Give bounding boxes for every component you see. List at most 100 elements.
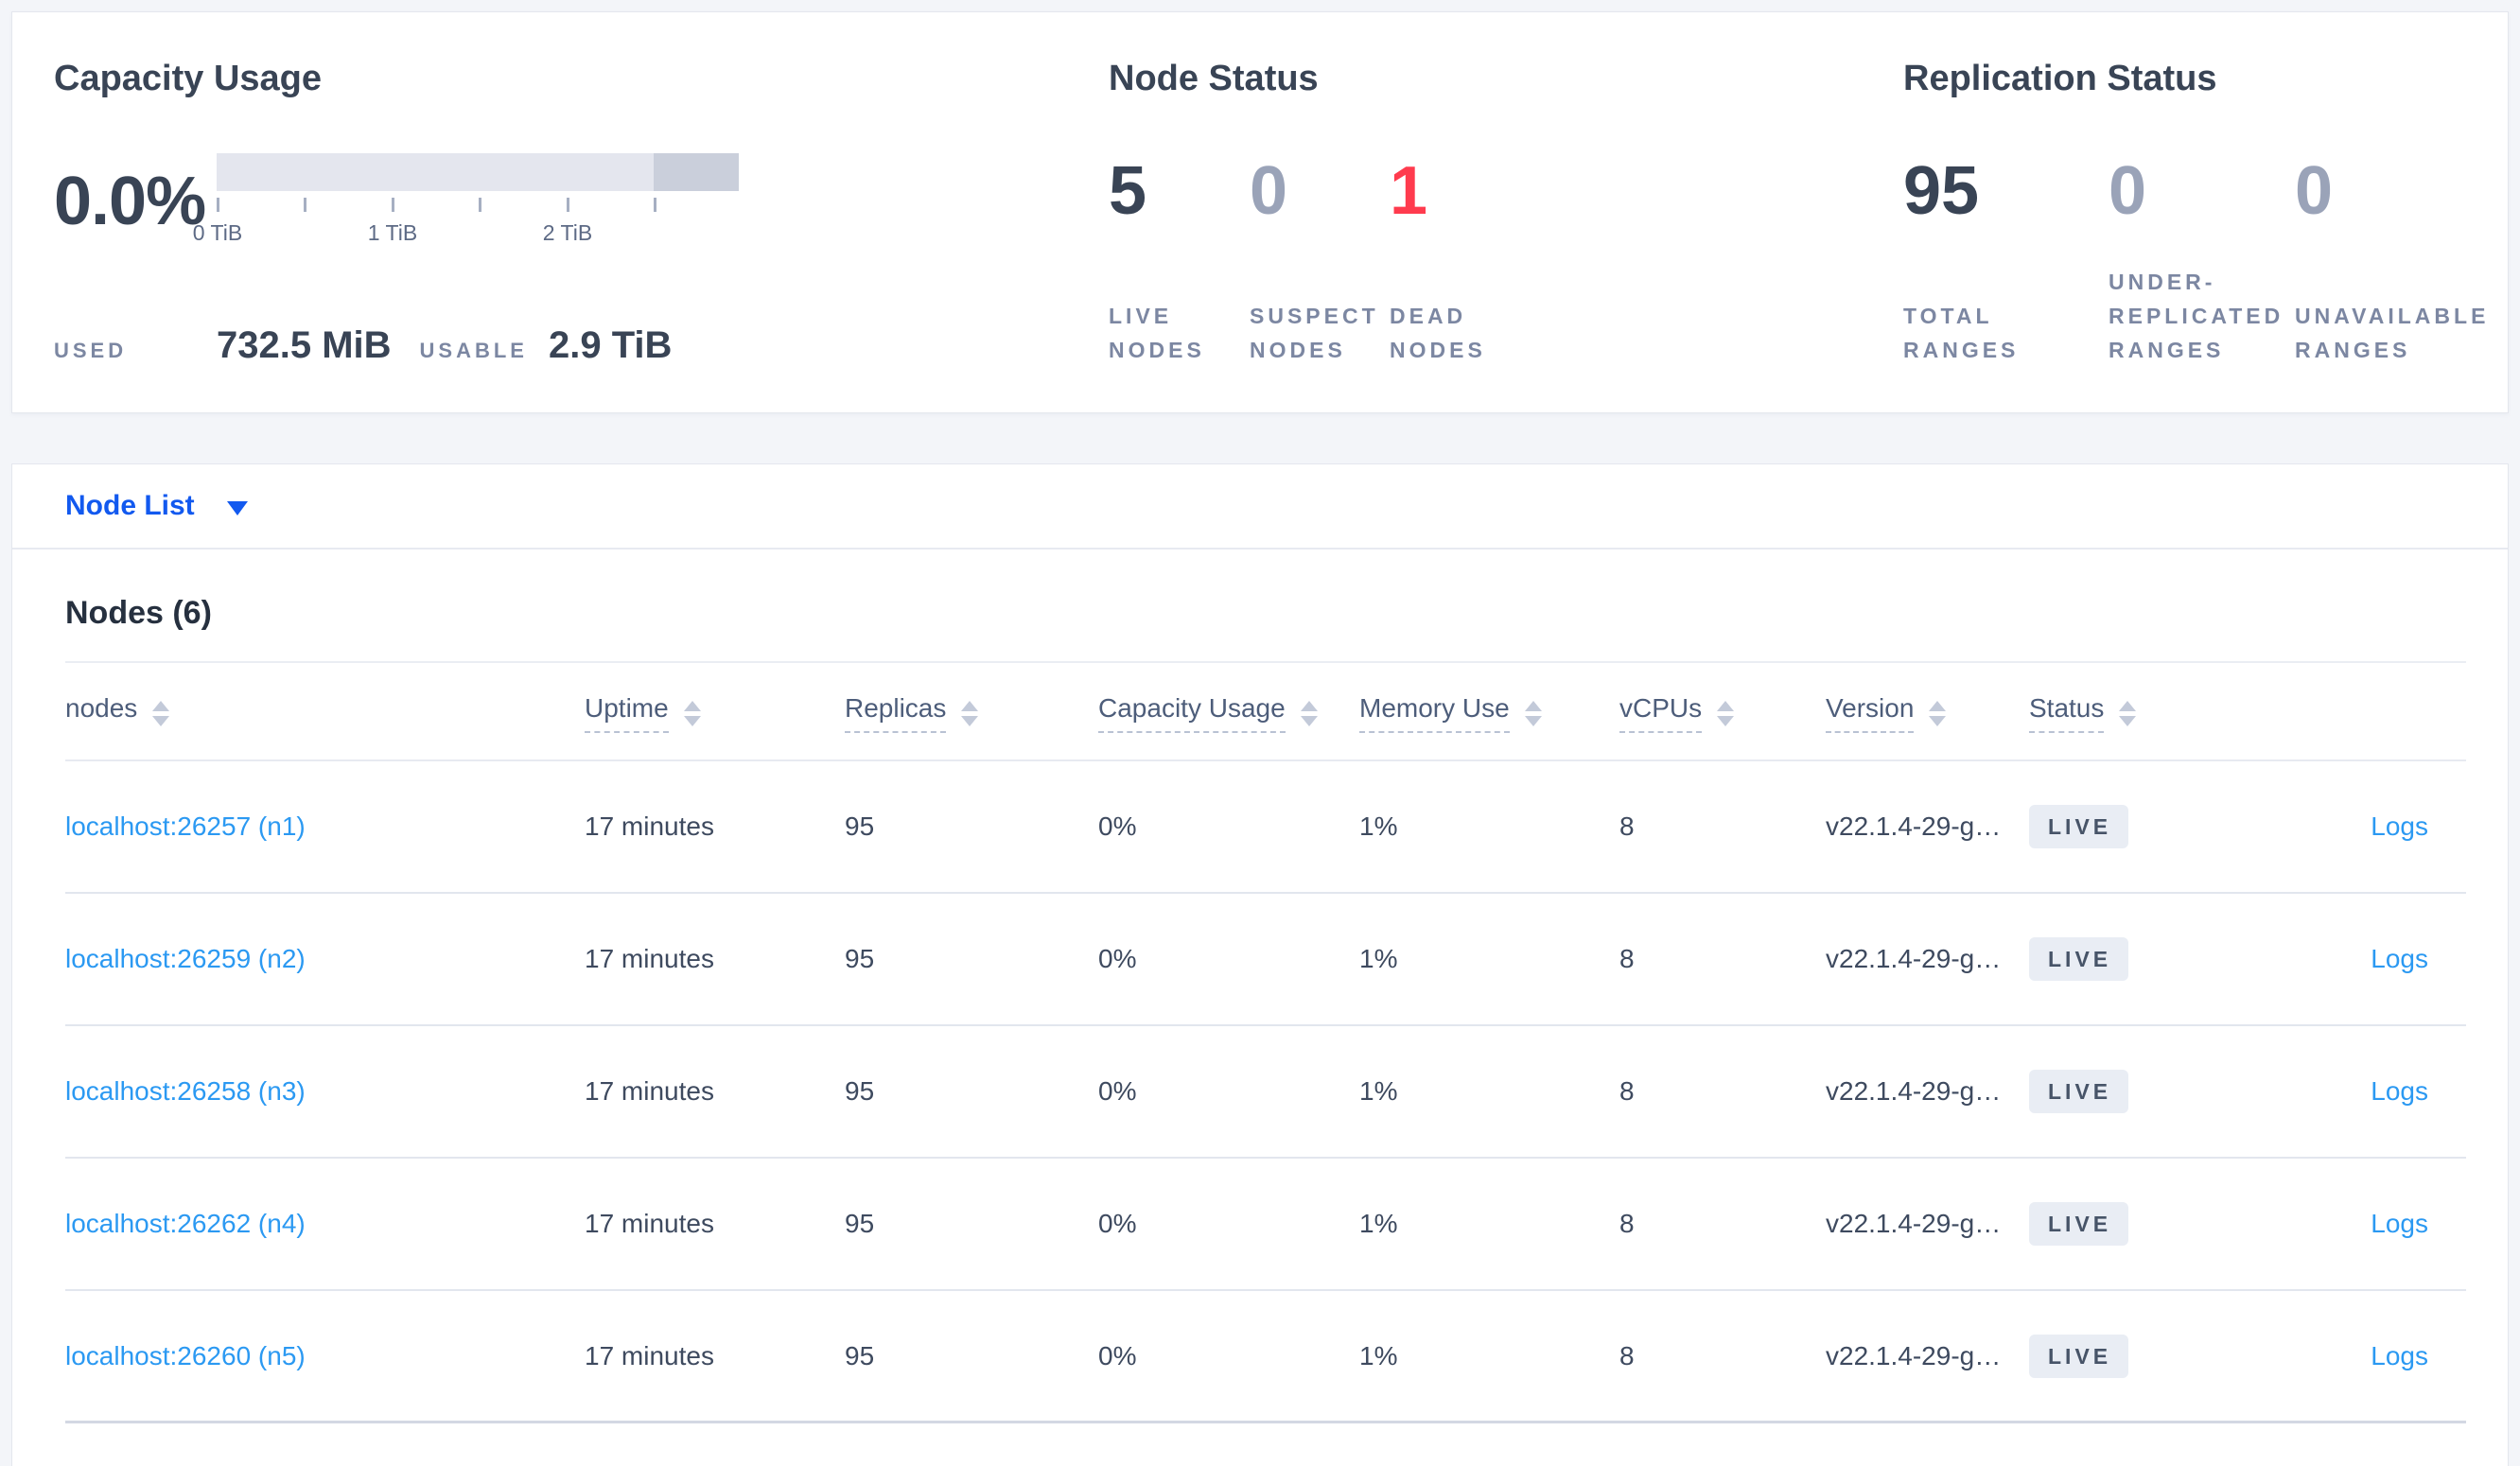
- uptime-cell: 17 minutes: [585, 1076, 714, 1106]
- replicas-cell: 95: [845, 1076, 875, 1106]
- logs-link[interactable]: Logs: [2371, 1209, 2428, 1238]
- node-list-dropdown-label: Node List: [65, 490, 195, 521]
- capacity-cell: 0%: [1098, 812, 1137, 841]
- node-list-dropdown[interactable]: Node List: [65, 490, 248, 522]
- logs-cell: Logs: [2256, 944, 2466, 974]
- axis-tick: [567, 198, 569, 212]
- version-cell: v22.1.4-29-g…: [1826, 1340, 2002, 1370]
- sort-asc-icon: [1717, 700, 1735, 711]
- column-header-label: Replicas: [845, 693, 947, 733]
- usable-value: 2.9 TiB: [548, 324, 673, 366]
- sort-asc-icon: [1300, 700, 1318, 711]
- axis-tick-label: 0 TiB: [192, 220, 243, 245]
- logs-link[interactable]: Logs: [2371, 1076, 2428, 1106]
- status-badge: LIVE: [2029, 1070, 2129, 1113]
- memory-cell: 1%: [1359, 812, 1398, 841]
- replicas-cell: 95: [845, 944, 875, 973]
- table-row: localhost:26259 (n2) 17 minutes 95 0% 1% 8 v22…: [65, 894, 2466, 1026]
- status-badge: LIVE: [2029, 1202, 2129, 1246]
- logs-link[interactable]: Logs: [2371, 944, 2428, 973]
- uptime-cell: 17 minutes: [585, 1209, 714, 1238]
- column-header-replicas[interactable]: Replicas: [845, 693, 1098, 733]
- axis-tick-label: 2 TiB: [542, 220, 593, 245]
- cluster-overview-page: Capacity Usage 0.0%: [0, 11, 2520, 1466]
- vcpus-cell: 8: [1619, 1076, 1635, 1106]
- capacity-usage-panel: Capacity Usage 0.0%: [54, 57, 1109, 367]
- node-link[interactable]: localhost:26259 (n2): [65, 944, 306, 973]
- sort-asc-icon: [961, 700, 979, 711]
- capacity-cell: 0%: [1098, 1076, 1137, 1106]
- replication-status-panel: Replication Status 95 0 0 TOTAL RANGES U…: [1903, 57, 2508, 367]
- axis-tick: [392, 198, 394, 212]
- version-cell: v22.1.4-29-g…: [1826, 1209, 2002, 1238]
- panel-title-capacity: Capacity Usage: [54, 59, 323, 98]
- sort-icon: [152, 700, 170, 726]
- node-cell: localhost:26257 (n1): [65, 812, 585, 842]
- node-link[interactable]: localhost:26262 (n4): [65, 1209, 306, 1238]
- sort-icon: [2119, 700, 2137, 726]
- nodes-heading: Nodes (6): [65, 595, 212, 631]
- node-cell: localhost:26262 (n4): [65, 1209, 585, 1239]
- logs-cell: Logs: [2256, 1209, 2466, 1239]
- status-cell: LIVE: [2029, 1070, 2256, 1113]
- axis-tick: [479, 198, 481, 212]
- column-header-memory[interactable]: Memory Use: [1359, 693, 1619, 733]
- sort-desc-icon: [1929, 715, 1947, 726]
- uptime-cell: 17 minutes: [585, 944, 714, 973]
- sort-icon: [1717, 700, 1735, 726]
- sort-desc-icon: [2119, 715, 2137, 726]
- column-header-uptime[interactable]: Uptime: [585, 693, 845, 733]
- dead-nodes-label: DEAD NODES: [1390, 304, 1486, 362]
- usable-label: USABLE: [419, 339, 528, 362]
- sort-icon: [1300, 700, 1318, 726]
- status-badge: LIVE: [2029, 805, 2129, 848]
- node-cell: localhost:26258 (n3): [65, 1076, 585, 1107]
- suspect-nodes-count: 0: [1250, 153, 1288, 229]
- live-nodes-label: LIVE NODES: [1109, 304, 1205, 362]
- capacity-meter: 0.0% 0 TiB: [54, 153, 1109, 249]
- replication-values: 95 0 0: [1903, 153, 2508, 229]
- column-header-status[interactable]: Status: [2029, 693, 2256, 733]
- axis-tick: [654, 198, 656, 212]
- memory-cell: 1%: [1359, 1076, 1398, 1106]
- logs-link[interactable]: Logs: [2371, 1340, 2428, 1370]
- sort-icon: [961, 700, 979, 726]
- column-header-nodes[interactable]: nodes: [65, 693, 585, 733]
- sort-asc-icon: [2119, 700, 2137, 711]
- replicas-cell: 95: [845, 1340, 875, 1370]
- sort-asc-icon: [1929, 700, 1947, 711]
- status-badge: LIVE: [2029, 1334, 2129, 1378]
- column-header-label: Uptime: [585, 693, 669, 733]
- version-cell: v22.1.4-29-g…: [1826, 944, 2002, 973]
- logs-cell: Logs: [2256, 1341, 2466, 1371]
- node-link[interactable]: localhost:26258 (n3): [65, 1076, 306, 1106]
- dead-nodes-count: 1: [1390, 153, 1428, 229]
- capacity-legend: USED 732.5 MiB USABLE 2.9 TiB: [54, 324, 1109, 367]
- live-nodes-count: 5: [1109, 153, 1147, 229]
- column-header-vcpus[interactable]: vCPUs: [1619, 693, 1826, 733]
- column-header-label: vCPUs: [1619, 693, 1703, 733]
- vcpus-cell: 8: [1619, 944, 1635, 973]
- panel-title-node-status: Node Status: [1109, 59, 1319, 98]
- capacity-percent: 0.0%: [54, 163, 206, 239]
- logs-cell: Logs: [2256, 812, 2466, 842]
- node-link[interactable]: localhost:26257 (n1): [65, 812, 306, 841]
- sort-desc-icon: [961, 715, 979, 726]
- replicas-cell: 95: [845, 812, 875, 841]
- vcpus-cell: 8: [1619, 1209, 1635, 1238]
- nodes-table: nodes Uptime Replicas Capacity Usage Memory …: [65, 663, 2466, 1423]
- column-header-version[interactable]: Version: [1826, 693, 2029, 733]
- total-ranges-count: 95: [1903, 153, 1980, 229]
- status-cell: LIVE: [2029, 805, 2256, 848]
- node-cell: localhost:26259 (n2): [65, 944, 585, 974]
- axis-tick-label: 1 TiB: [367, 220, 418, 245]
- sort-icon: [683, 700, 701, 726]
- logs-link[interactable]: Logs: [2371, 812, 2428, 841]
- sort-asc-icon: [152, 700, 170, 711]
- sort-desc-icon: [1717, 715, 1735, 726]
- capacity-bar: [217, 153, 739, 191]
- axis-tick: [304, 198, 306, 212]
- column-header-capacity[interactable]: Capacity Usage: [1098, 693, 1359, 733]
- capacity-bar-chart: 0 TiB 1 TiB 2 TiB: [193, 153, 746, 249]
- node-link[interactable]: localhost:26260 (n5): [65, 1340, 306, 1370]
